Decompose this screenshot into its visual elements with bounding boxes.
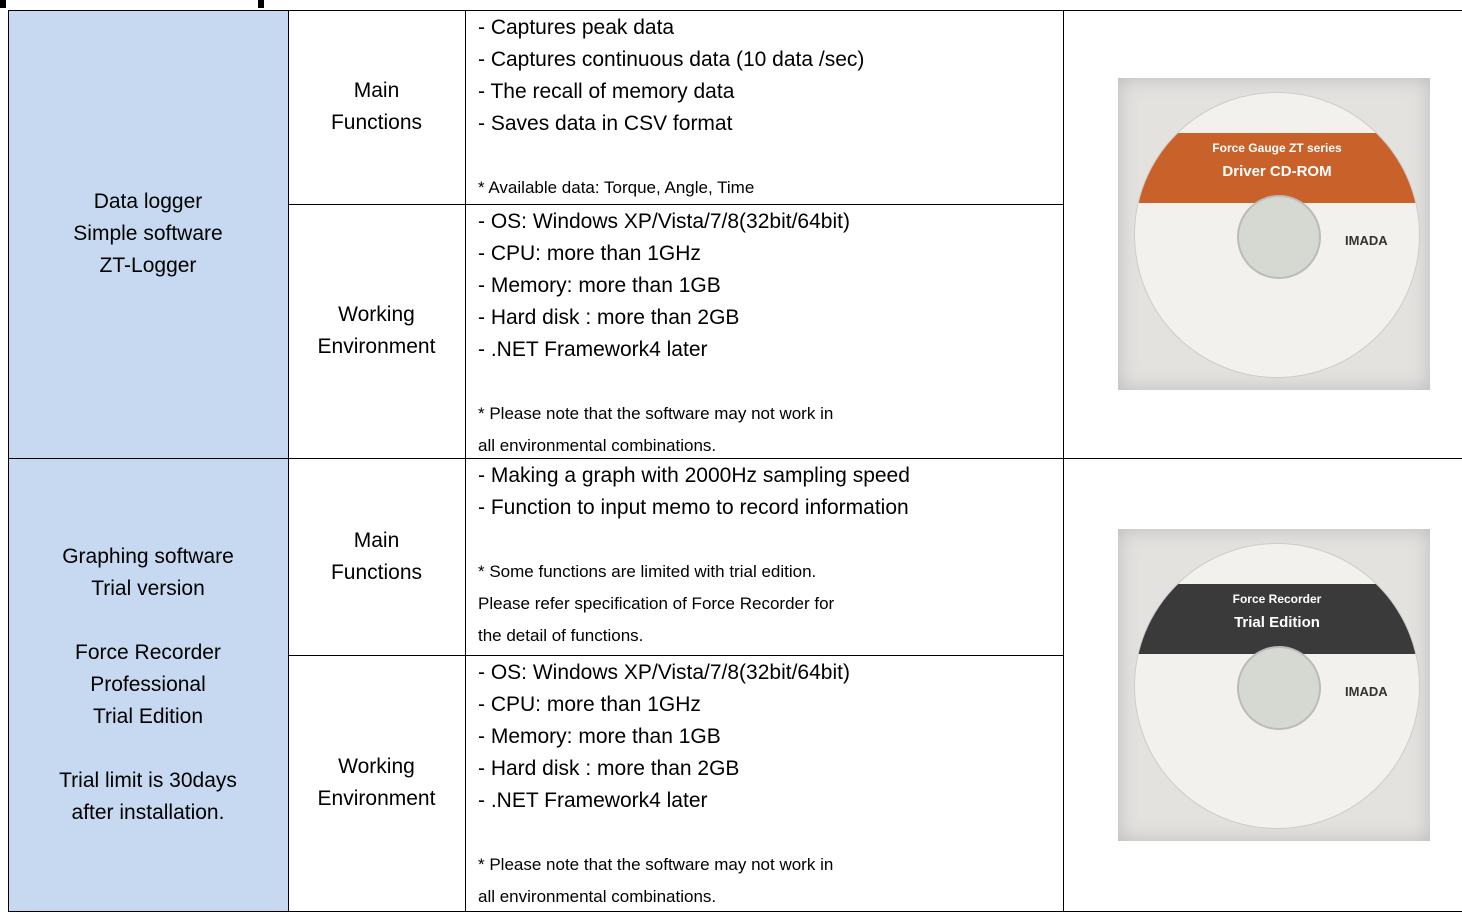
item-text: - CPU: more than 1GHz <box>478 693 701 716</box>
bracket-mark <box>258 0 264 8</box>
name-cell <box>8 10 289 459</box>
cd-band <box>1135 133 1419 203</box>
cd-photo: Force Recorder Trial Edition IMADA <box>1118 528 1430 841</box>
name-cell <box>8 458 289 912</box>
cd-title: Driver CD-ROM <box>1222 163 1332 180</box>
section-label: Functions <box>330 111 423 134</box>
note-text: * Please note that the software may not … <box>478 404 834 423</box>
name-text: Trial version <box>91 576 205 600</box>
cd-brand: IMADA <box>1345 683 1388 699</box>
section-label: Functions <box>330 560 423 584</box>
cd-brand: IMADA <box>1345 233 1388 248</box>
item-text: - Memory: more than 1GB <box>478 725 721 748</box>
cd-hole <box>1237 645 1321 730</box>
item-text: - Hard disk : more than 2GB <box>478 757 740 780</box>
cd-title: Force Recorder <box>1232 591 1322 606</box>
item-text: - Function to input memo to record infor… <box>478 496 909 519</box>
item-text: - OS: Windows XP/Vista/7/8(32bit/64bit) <box>478 210 850 233</box>
name-text: Simple software <box>73 222 223 245</box>
note-text: * Some functions are limited with trial … <box>478 562 817 581</box>
item-text: - CPU: more than 1GHz <box>478 242 701 265</box>
cd-band <box>1135 583 1419 654</box>
name-text: after installation. <box>71 800 225 824</box>
note-text: all environmental combinations. <box>478 436 717 455</box>
cd-title: Force Gauge ZT series <box>1212 141 1342 155</box>
note-text: the detail of functions. <box>478 626 644 645</box>
section-label: Environment <box>317 335 436 358</box>
section-label: Working <box>338 755 415 778</box>
item-text: - Captures continuous data (10 data /sec… <box>478 48 865 71</box>
bracket-mark <box>0 0 6 8</box>
name-text: Force Recorder <box>75 640 221 664</box>
section-label: Working <box>338 303 415 326</box>
name-text: Data logger <box>93 190 203 213</box>
item-text: - Making a graph with 2000Hz sampling sp… <box>478 464 910 487</box>
name-text: Professional <box>90 672 206 696</box>
note-text: all environmental combinations. <box>478 887 717 906</box>
item-text: - .NET Framework4 later <box>478 789 708 812</box>
item-text: - Memory: more than 1GB <box>478 274 721 297</box>
item-text: - Saves data in CSV format <box>478 112 733 135</box>
note-text: Please refer specification of Force Reco… <box>478 594 835 613</box>
section-label: Main <box>353 79 400 102</box>
item-text: - Captures peak data <box>478 16 675 39</box>
cd-hole <box>1237 195 1321 279</box>
name-text: Trial Edition <box>92 704 204 728</box>
section-label: Environment <box>317 787 436 810</box>
cd-photo: Force Gauge ZT series Driver CD-ROM IMADA <box>1118 78 1430 390</box>
note-text: * Available data: Torque, Angle, Time <box>478 178 755 197</box>
item-text: - OS: Windows XP/Vista/7/8(32bit/64bit) <box>478 661 850 684</box>
name-text: ZT-Logger <box>99 254 197 277</box>
item-text: - Hard disk : more than 2GB <box>478 306 740 329</box>
note-text: * Please note that the software may not … <box>478 855 834 874</box>
item-text: - .NET Framework4 later <box>478 338 708 361</box>
cd-disc: Force Gauge ZT series Driver CD-ROM IMADA <box>1134 92 1420 378</box>
name-text: Graphing software <box>62 544 234 568</box>
item-text: - The recall of memory data <box>478 80 735 103</box>
section-label: Main <box>353 528 400 552</box>
cd-disc: Force Recorder Trial Edition IMADA <box>1134 542 1420 829</box>
name-text: Trial limit is 30days <box>59 768 237 792</box>
cd-title: Trial Edition <box>1234 613 1320 631</box>
